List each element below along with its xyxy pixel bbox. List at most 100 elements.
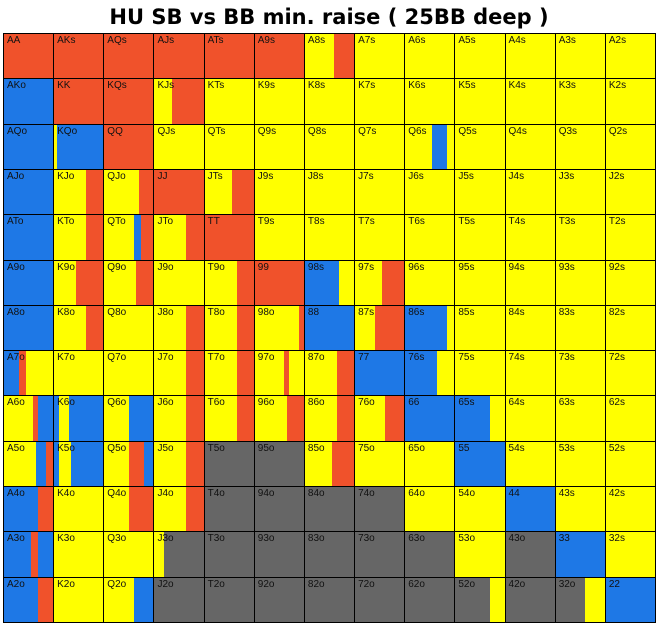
hand-cell: J2o [153,576,205,623]
action-segment-call [405,169,455,215]
hand-cell: Q8o [103,304,155,352]
action-segment-call [304,441,333,487]
action-segment-raise [286,396,304,441]
hand-cell: Q9s [253,123,305,170]
action-segment-call [254,124,304,169]
action-segment-raise [104,34,154,79]
hand-cell: 52o [454,576,506,623]
hand-cell: 93o [253,531,305,578]
action-segment-raise [186,487,204,532]
hand-cell: QTo [103,214,155,261]
hand-label: Q6s [408,125,427,137]
action-segment-call [555,215,605,260]
action-segment-allin [505,487,555,532]
action-segment-raise [104,124,154,169]
hand-cell: 87s [354,304,406,352]
action-segment-call [355,215,405,260]
hand-label: J5o [157,442,174,454]
hand-cell: A8s [303,33,356,80]
action-segment-call [355,441,405,487]
hand-label: JTo [157,216,174,228]
hand-cell: 86s [404,304,456,352]
hand-label: Q7s [358,125,377,137]
hand-cell: K2s [604,78,656,125]
hand-label: A2s [608,35,627,46]
hand-label: A9s [257,35,275,46]
hand-label: J4o [157,488,174,500]
action-segment-call [555,124,605,169]
action-segment-call [555,34,605,79]
hand-cell: 63s [554,395,606,442]
hand-label: A2o [7,578,25,590]
hand-label: Q5o [107,442,127,454]
hand-label: 86s [408,306,425,318]
action-segment-call [555,305,605,351]
action-segment-call [455,487,505,532]
action-segment-raise [284,351,290,396]
action-segment-call [355,305,375,351]
hand-cell: KTs [203,78,255,125]
hand-cell: 54s [504,440,556,488]
hand-label: AQs [107,35,127,46]
hand-cell: 44 [504,486,556,533]
hand-cell: JJ [153,168,205,216]
action-segment-call [605,169,655,215]
hand-cell: 87o [303,350,356,397]
action-segment-allin [143,441,154,487]
hand-cell: J8s [303,168,356,216]
hand-label: J8o [157,306,174,318]
hand-cell: 96s [404,259,456,306]
hand-label: KQs [107,80,127,92]
action-segment-fold [204,532,254,577]
hand-cell: 84s [504,304,556,352]
hand-label: 93o [257,533,275,545]
action-segment-call [104,396,130,441]
hand-label: A6s [408,35,426,46]
hand-cell: Q7s [354,123,406,170]
action-segment-call [605,124,655,169]
action-segment-raise [331,441,355,487]
hand-label: 55 [458,442,470,454]
action-segment-call [204,124,254,169]
hand-cell: T4o [203,486,255,533]
action-segment-allin [38,396,54,441]
hand-label: K5o [57,442,75,454]
hand-label: 85s [458,306,475,318]
action-segment-raise [45,441,54,487]
hand-label: K7o [57,352,75,364]
hand-label: K4o [57,488,75,500]
hand-label: 85o [307,442,325,454]
hand-cell: Q3s [554,123,606,170]
hand-cell: J3o [153,531,205,578]
hand-cell: 74o [354,486,406,533]
action-segment-fold [505,577,555,622]
hand-label: J3o [157,533,174,545]
hand-cell: J5o [153,440,205,488]
hand-label: 22 [608,578,620,590]
hand-cell: ATo [3,214,55,261]
hand-label: 64o [408,488,425,500]
hand-cell: AQs [103,33,155,80]
action-segment-fold [254,441,304,487]
hand-label: K8s [307,80,326,92]
hand-cell: 92s [604,259,656,306]
hand-label: 44 [508,488,520,500]
hand-cell: Q2s [604,123,656,170]
hand-label: A6o [7,397,25,409]
hand-range-grid: AA AKs AQs AJs ATs A9s A8s A7s A6s A5s A4s A3s A2s AK… [3,33,656,623]
hand-label: K7s [358,80,376,92]
action-segment-call [505,79,555,124]
hand-cell: J4o [153,486,205,533]
action-segment-raise [38,487,54,532]
hand-label: A4o [7,488,25,500]
hand-cell: T4s [504,214,556,261]
action-segment-call [104,487,130,532]
hand-cell: T3s [554,214,606,261]
hand-label: 83o [307,533,325,545]
hand-label: JJ [157,170,168,182]
hand-cell: K4s [504,78,556,125]
action-segment-call [4,396,34,441]
hand-cell: J5s [454,168,506,216]
action-segment-allin [355,351,405,396]
hand-cell: 43s [554,486,606,533]
